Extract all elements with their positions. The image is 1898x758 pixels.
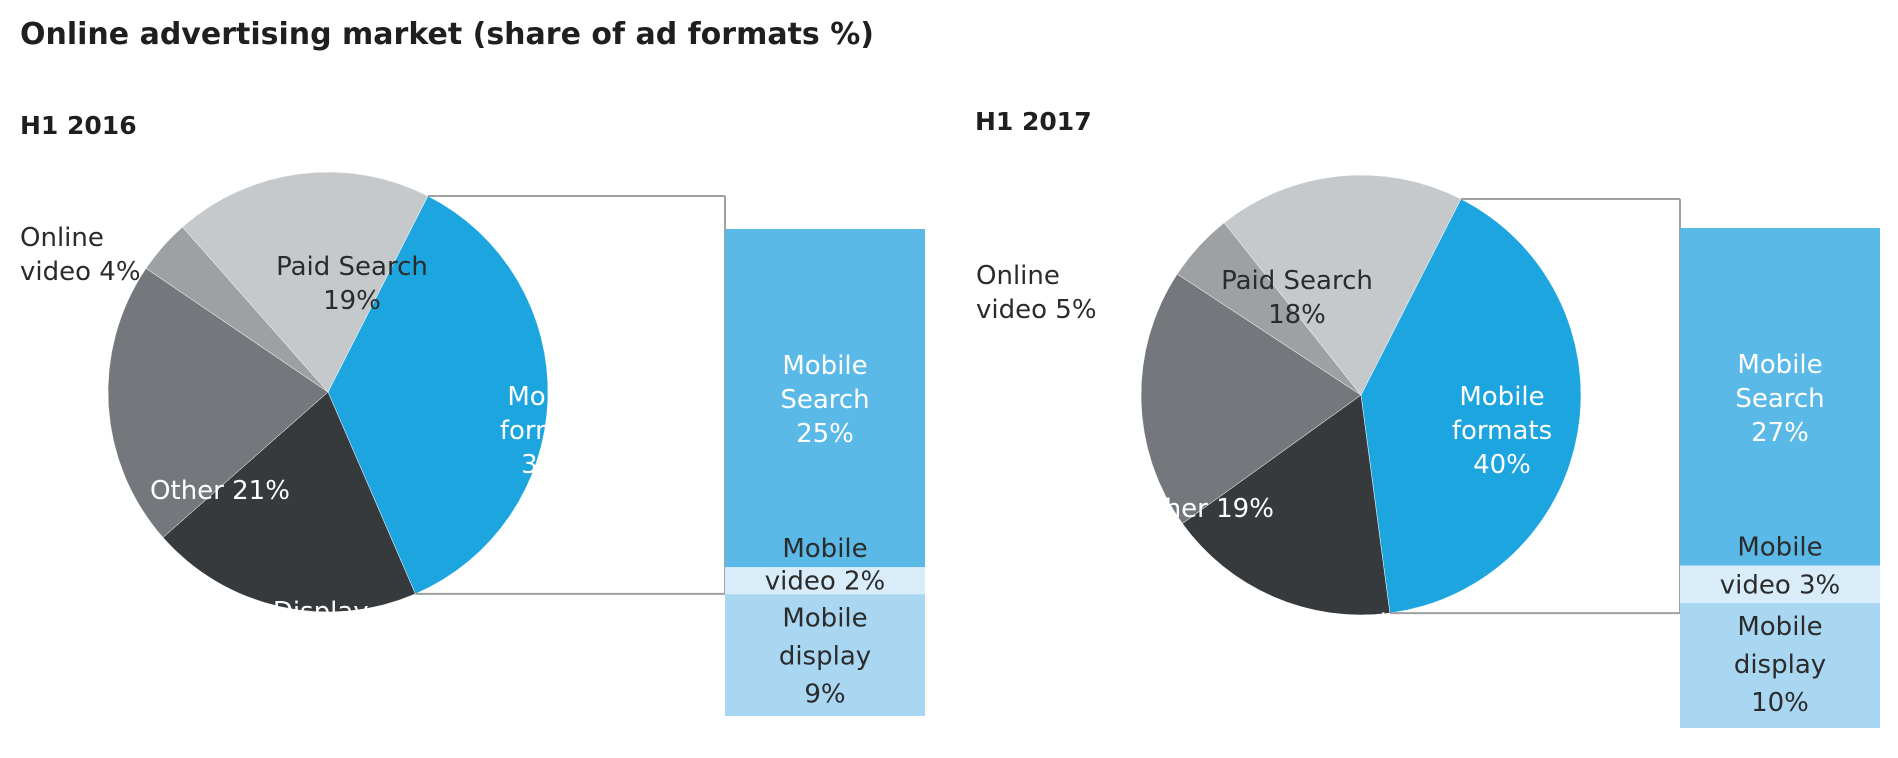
pie-slice-paid-search (1223, 174, 1462, 396)
bar-label-mobile-search-line-3: 27% (1751, 418, 1809, 448)
pie-slice-mobile (327, 195, 549, 595)
pie-label-other-line-1: Other 21% (150, 476, 290, 506)
pie-label-online-video-line-1: Online (20, 223, 104, 253)
pie-label-display-line-2: video 20% (286, 631, 423, 661)
chart-subtitle-2016: H1 2016 (20, 111, 137, 140)
chart-title: Online advertising market (share of ad f… (20, 17, 874, 52)
pie-label-online-video-line-2: video 5% (976, 295, 1097, 325)
bar-label-mobile-display-line-2: display (1734, 650, 1826, 680)
pie-slice-paid-search (182, 171, 429, 393)
pie-label-mobile-line-1: Mobile (507, 382, 592, 412)
bar-label-mobile-search-line-2: Search (1735, 384, 1824, 414)
bar-segment-mobile-search (725, 229, 925, 568)
bar-segment-mobile-video (1680, 565, 1880, 603)
pie-slice-other (107, 267, 329, 538)
pie-label-mobile-line-2: formats (1452, 416, 1552, 446)
pie-label-other-line-1: Other 19% (1134, 494, 1274, 524)
bar-label-mobile-display-line-1: Mobile (1737, 612, 1822, 642)
pie-slice-other (1140, 273, 1362, 524)
pie-label-paid-search-line-2: 18% (1268, 300, 1326, 330)
pie-label-mobile-line-2: formats (500, 416, 600, 446)
bar-segment-mobile-video (725, 567, 925, 595)
bar-label-mobile-display-line-2: display (779, 641, 871, 671)
bar-label-mobile-search-line-2: Search (780, 385, 869, 415)
bar-label-mobile-video-line-2: video 2% (765, 567, 886, 597)
pie-label-display-line-2: video 17% (1244, 643, 1381, 673)
pie-label-paid-search-line-1: Paid Search (1221, 266, 1373, 296)
bar-label-mobile-video-line-1: Mobile (1737, 533, 1822, 563)
bar-label-mobile-display-line-3: 10% (1751, 688, 1809, 718)
pie-label-paid-search-line-1: Paid Search (276, 252, 428, 282)
pie-label-mobile-line-1: Mobile (1459, 382, 1544, 412)
pie-label-mobile-line-3: 40% (1473, 450, 1531, 480)
bar-segment-mobile-search (1680, 228, 1880, 566)
bar-label-mobile-search-line-3: 25% (796, 419, 854, 449)
bar-label-mobile-search-line-1: Mobile (1737, 350, 1822, 380)
bar-segment-mobile-display (1680, 603, 1880, 728)
pie-chart-2017: Mobile formats 40% Display excl. video 17% Ot… (976, 174, 1880, 728)
pie-label-mobile-line-3: 36% (521, 450, 579, 480)
bar-label-mobile-display-line-3: 9% (804, 679, 845, 709)
pie-label-display-line-1: Display excl. (273, 597, 437, 627)
pie-label-online-video-line-2: video 4% (20, 257, 141, 287)
bar-label-mobile-video-line-1: Mobile (782, 534, 867, 564)
pie-chart-2016: Mobile formats 36% Display excl. video 20% Ot… (20, 171, 925, 716)
bar-label-mobile-display-line-1: Mobile (782, 603, 867, 633)
bar-label-mobile-video-line-2: video 3% (1720, 570, 1841, 600)
bar-label-mobile-search-line-1: Mobile (782, 351, 867, 381)
pie-label-paid-search-line-2: 19% (323, 286, 381, 316)
pie-slice-mobile (1360, 198, 1582, 614)
pie-slice-display (1182, 394, 1391, 616)
pie-slice-display (162, 391, 416, 613)
bar-segment-mobile-display (725, 594, 925, 716)
pie-label-display-line-1: Display excl. (1231, 609, 1395, 639)
pie-label-online-video-line-1: Online (976, 261, 1060, 291)
chart-subtitle-2017: H1 2017 (975, 107, 1092, 136)
